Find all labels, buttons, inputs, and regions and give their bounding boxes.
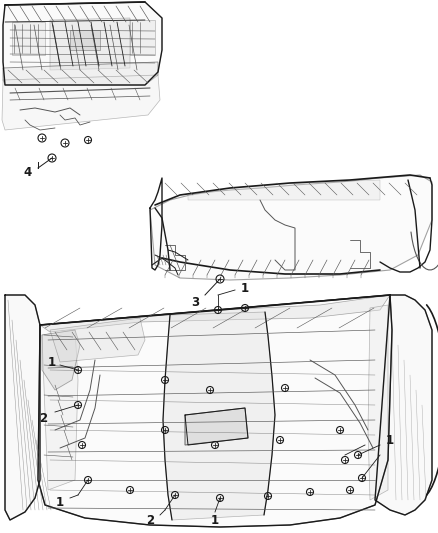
Polygon shape <box>163 312 275 520</box>
Polygon shape <box>3 62 158 85</box>
Text: 1: 1 <box>48 357 56 369</box>
Polygon shape <box>50 318 145 362</box>
Text: 1: 1 <box>211 513 219 527</box>
Polygon shape <box>12 22 45 55</box>
Polygon shape <box>50 18 130 70</box>
Polygon shape <box>188 180 380 200</box>
Polygon shape <box>185 408 248 445</box>
Polygon shape <box>3 2 162 85</box>
Polygon shape <box>368 305 388 500</box>
Text: 2: 2 <box>39 411 47 424</box>
Polygon shape <box>42 330 78 490</box>
Polygon shape <box>2 75 160 130</box>
Text: 3: 3 <box>191 295 199 309</box>
Text: 1: 1 <box>56 496 64 508</box>
Text: 1: 1 <box>241 281 249 295</box>
Polygon shape <box>130 20 155 55</box>
Polygon shape <box>5 295 40 520</box>
Text: 4: 4 <box>24 166 32 179</box>
Polygon shape <box>42 330 80 390</box>
Polygon shape <box>150 175 432 280</box>
Text: 2: 2 <box>146 513 154 527</box>
Polygon shape <box>38 295 392 527</box>
Polygon shape <box>70 30 100 50</box>
Polygon shape <box>375 295 432 515</box>
Text: 1: 1 <box>386 433 394 447</box>
Polygon shape <box>40 295 390 332</box>
